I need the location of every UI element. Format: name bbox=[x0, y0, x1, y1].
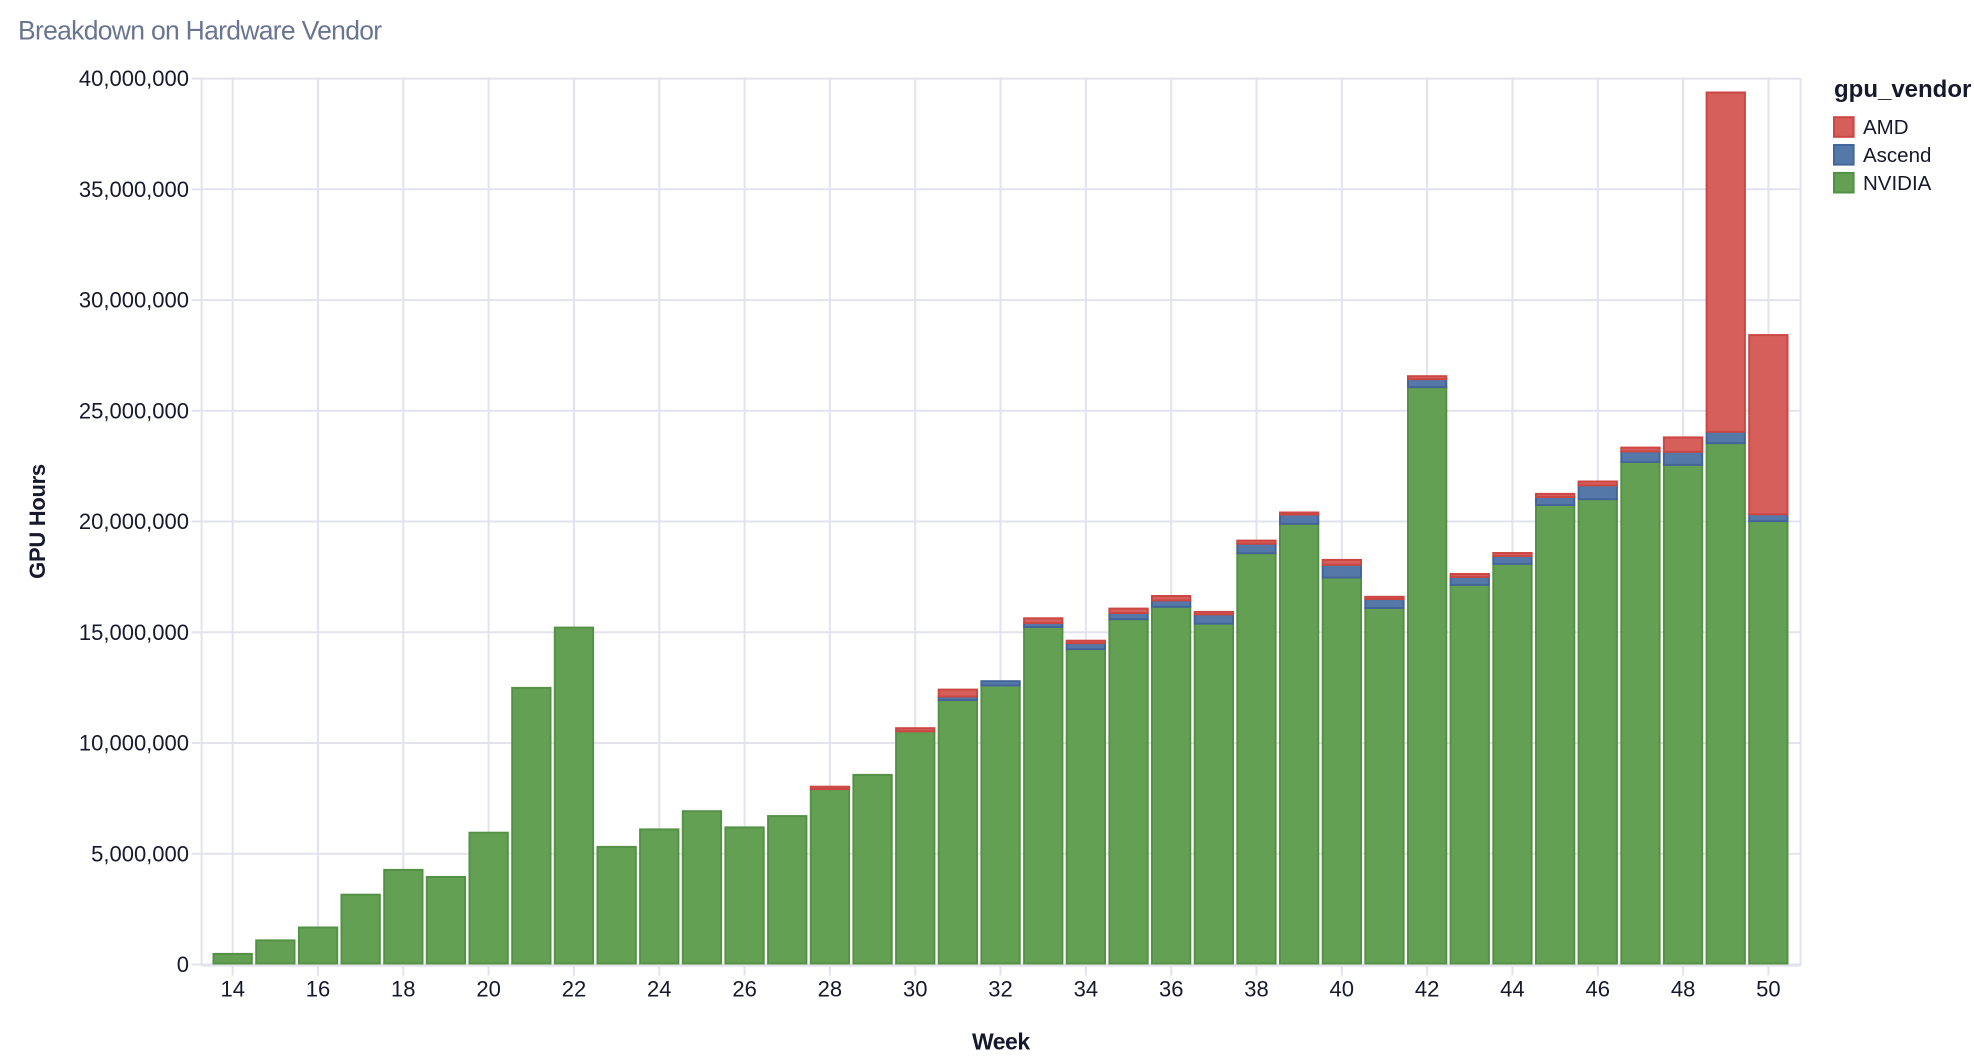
svg-text:44: 44 bbox=[1500, 977, 1524, 1002]
svg-text:gpu_vendor: gpu_vendor bbox=[1834, 76, 1971, 103]
svg-text:36: 36 bbox=[1159, 977, 1183, 1002]
svg-text:18: 18 bbox=[391, 977, 415, 1002]
svg-text:48: 48 bbox=[1671, 977, 1695, 1002]
svg-text:34: 34 bbox=[1074, 977, 1098, 1002]
svg-text:28: 28 bbox=[818, 977, 842, 1002]
svg-text:30,000,000: 30,000,000 bbox=[79, 288, 189, 313]
svg-text:25,000,000: 25,000,000 bbox=[79, 398, 189, 423]
svg-text:10,000,000: 10,000,000 bbox=[79, 731, 189, 756]
svg-text:15,000,000: 15,000,000 bbox=[79, 620, 189, 645]
svg-text:30: 30 bbox=[903, 977, 927, 1002]
svg-text:40,000,000: 40,000,000 bbox=[79, 66, 189, 91]
svg-text:26: 26 bbox=[732, 977, 756, 1002]
svg-text:20: 20 bbox=[476, 977, 500, 1002]
svg-text:50: 50 bbox=[1756, 977, 1780, 1002]
svg-text:5,000,000: 5,000,000 bbox=[91, 841, 189, 866]
svg-text:AMD: AMD bbox=[1863, 116, 1909, 139]
svg-text:35,000,000: 35,000,000 bbox=[79, 177, 189, 202]
svg-text:Breakdown on Hardware Vendor: Breakdown on Hardware Vendor bbox=[18, 16, 382, 46]
svg-text:38: 38 bbox=[1244, 977, 1268, 1002]
svg-text:40: 40 bbox=[1330, 977, 1354, 1002]
svg-text:24: 24 bbox=[647, 977, 671, 1002]
svg-text:46: 46 bbox=[1586, 977, 1610, 1002]
svg-text:Ascend: Ascend bbox=[1863, 144, 1931, 167]
svg-text:GPU Hours: GPU Hours bbox=[25, 464, 50, 579]
svg-text:0: 0 bbox=[177, 952, 189, 977]
svg-text:Week: Week bbox=[972, 1029, 1030, 1055]
svg-text:16: 16 bbox=[306, 977, 330, 1002]
svg-text:32: 32 bbox=[988, 977, 1012, 1002]
svg-text:14: 14 bbox=[220, 977, 244, 1002]
svg-text:20,000,000: 20,000,000 bbox=[79, 509, 189, 534]
svg-text:42: 42 bbox=[1415, 977, 1439, 1002]
svg-text:NVIDIA: NVIDIA bbox=[1863, 172, 1932, 195]
svg-text:22: 22 bbox=[562, 977, 586, 1002]
